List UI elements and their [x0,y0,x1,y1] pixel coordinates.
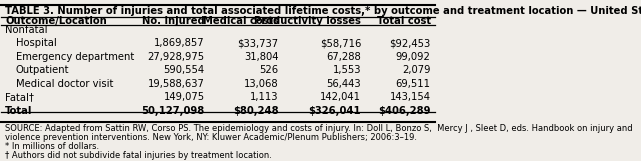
Text: $406,289: $406,289 [378,106,431,116]
Text: 143,154: 143,154 [390,92,431,102]
Text: 19,588,637: 19,588,637 [148,79,205,89]
Text: Fatal†: Fatal† [5,92,34,102]
Text: 27,928,975: 27,928,975 [147,52,205,62]
Text: Nonfatal: Nonfatal [5,25,47,35]
Text: 13,068: 13,068 [244,79,279,89]
Text: Emergency department: Emergency department [16,52,134,62]
Text: 67,288: 67,288 [326,52,361,62]
Text: Outpatient: Outpatient [16,65,69,75]
Text: 1,113: 1,113 [250,92,279,102]
Text: 31,804: 31,804 [244,52,279,62]
Text: Medical doctor visit: Medical doctor visit [16,79,113,89]
Text: No. injured: No. injured [142,16,205,26]
Text: Hospital: Hospital [16,38,56,48]
Text: Outcome/Location: Outcome/Location [5,16,107,26]
Text: 69,511: 69,511 [395,79,431,89]
Text: 1,869,857: 1,869,857 [154,38,205,48]
Text: 526: 526 [260,65,279,75]
Text: violence prevention interventions. New York, NY: Kluwer Academic/Plenum Publishe: violence prevention interventions. New Y… [5,133,417,142]
Text: Total: Total [5,106,33,116]
Text: 56,443: 56,443 [326,79,361,89]
Text: Productivity losses: Productivity losses [254,16,361,26]
Text: 590,554: 590,554 [163,65,205,75]
Text: 149,075: 149,075 [163,92,205,102]
Text: 142,041: 142,041 [320,92,361,102]
Text: * In millions of dollars.: * In millions of dollars. [5,142,99,151]
Text: $58,716: $58,716 [320,38,361,48]
Text: Medical costs: Medical costs [203,16,279,26]
Text: 1,553: 1,553 [333,65,361,75]
Text: 50,127,098: 50,127,098 [142,106,205,116]
Text: TABLE 3. Number of injuries and total associated lifetime costs,* by outcome and: TABLE 3. Number of injuries and total as… [5,6,641,16]
Text: Total cost: Total cost [376,16,431,26]
Text: SOURCE: Adapted from Sattin RW, Corso PS. The epidemiology and costs of injury. : SOURCE: Adapted from Sattin RW, Corso PS… [5,124,633,133]
Text: 99,092: 99,092 [395,52,431,62]
Text: $33,737: $33,737 [238,38,279,48]
Text: $80,248: $80,248 [233,106,279,116]
Text: 2,079: 2,079 [402,65,431,75]
Text: $92,453: $92,453 [389,38,431,48]
Text: $326,041: $326,041 [308,106,361,116]
Text: † Authors did not subdivide fatal injuries by treatment location.: † Authors did not subdivide fatal injuri… [5,151,272,160]
